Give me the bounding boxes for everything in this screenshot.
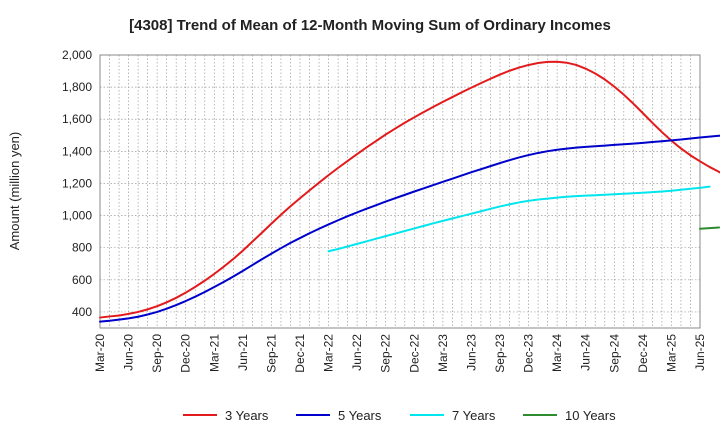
y-tick-label: 1,800 — [62, 80, 92, 94]
x-tick-label: Mar-20 — [93, 334, 107, 372]
x-tick-label: Dec-20 — [179, 334, 193, 373]
legend-label: 10 Years — [565, 408, 616, 423]
x-tick-label: Mar-21 — [207, 334, 221, 372]
x-tick-label: Dec-24 — [636, 334, 650, 373]
x-tick-label: Sep-21 — [264, 334, 278, 373]
x-tick-label: Sep-23 — [493, 334, 507, 373]
y-axis-ticks: 400 600 800 1,000 1,200 1,400 1,600 1,800 2,000 — [62, 48, 92, 319]
y-tick-label: 1,000 — [62, 209, 92, 223]
plot-area-frame — [99, 54, 701, 329]
y-tick-label: 2,000 — [62, 48, 92, 62]
y-tick-label: 1,400 — [62, 144, 92, 158]
series-line-10-years — [699, 226, 720, 230]
y-tick-label: 600 — [72, 273, 92, 287]
x-tick-label: Dec-23 — [522, 334, 536, 373]
y-tick-label: 1,600 — [62, 112, 92, 126]
x-tick-label: Sep-22 — [379, 334, 393, 373]
series-lines — [99, 60, 720, 323]
series-line-7-years — [327, 185, 711, 253]
x-tick-label: Dec-21 — [293, 334, 307, 373]
series-line-5-years — [99, 134, 720, 323]
x-tick-label: Jun-24 — [579, 334, 593, 371]
x-tick-label: Jun-20 — [122, 334, 136, 371]
x-tick-label: Mar-22 — [322, 334, 336, 372]
x-tick-label: Sep-24 — [607, 334, 621, 373]
x-tick-label: Mar-24 — [550, 334, 564, 372]
y-tick-label: 1,200 — [62, 176, 92, 190]
legend-label: 7 Years — [452, 408, 496, 423]
legend-label: 3 Years — [225, 408, 269, 423]
y-axis-label: Amount (million yen) — [7, 132, 22, 251]
series-line-3-years — [99, 60, 720, 319]
legend: 3 Years 5 Years 7 Years 10 Years — [183, 408, 616, 423]
x-tick-label: Jun-25 — [693, 334, 707, 371]
x-tick-label: Jun-21 — [236, 334, 250, 371]
x-tick-label: Mar-23 — [436, 334, 450, 372]
x-tick-label: Jun-22 — [350, 334, 364, 371]
y-tick-label: 800 — [72, 241, 92, 255]
x-tick-label: Sep-20 — [150, 334, 164, 373]
x-tick-label: Mar-25 — [664, 334, 678, 372]
grid — [100, 54, 700, 328]
legend-label: 5 Years — [338, 408, 382, 423]
y-tick-label: 400 — [72, 305, 92, 319]
x-tick-label: Dec-22 — [407, 334, 421, 373]
x-axis-ticks: Mar-20 Jun-20 Sep-20 Dec-20 Mar-21 Jun-21 Sep-… — [93, 334, 707, 373]
chart-title: [4308] Trend of Mean of 12-Month Moving … — [129, 17, 611, 34]
x-tick-label: Jun-23 — [464, 334, 478, 371]
